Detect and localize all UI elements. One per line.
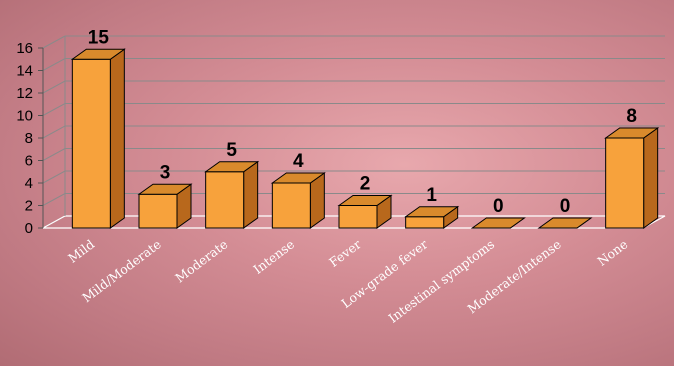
- bar: 8: [604, 106, 660, 229]
- category-label: Mild: [65, 236, 97, 265]
- bar-side: [643, 127, 659, 229]
- y-tick-label: 14: [16, 63, 33, 80]
- data-label: 2: [360, 174, 371, 195]
- y-axis: 0 2 4 6 8 10 12 14 16: [16, 40, 44, 237]
- data-label: 5: [226, 140, 237, 161]
- bar-top: [537, 217, 593, 229]
- bar-front: [338, 205, 378, 229]
- y-tick-label: 4: [25, 175, 33, 192]
- data-label: 4: [293, 151, 304, 172]
- bar-front: [138, 193, 178, 229]
- bar-top: [70, 48, 126, 60]
- bar-front: [205, 171, 245, 229]
- bar-top: [137, 183, 193, 195]
- y-tick-label: 8: [25, 130, 33, 147]
- bar-top: [270, 172, 326, 184]
- data-label: 1: [426, 185, 437, 206]
- bar: 0: [537, 196, 593, 229]
- data-label: 15: [88, 27, 110, 48]
- y-tick-label: 2: [25, 198, 33, 215]
- bar: 4: [270, 151, 326, 229]
- bar-top: [204, 161, 260, 173]
- grid-line: [42, 148, 665, 161]
- bar-side: [109, 48, 125, 229]
- y-tick-label: 12: [16, 85, 33, 102]
- bar: 5: [204, 140, 260, 229]
- grid-line: [42, 125, 665, 139]
- bar: 2: [337, 174, 393, 229]
- bar-top: [470, 217, 526, 229]
- category-label: None: [594, 236, 630, 268]
- data-label: 3: [160, 162, 171, 183]
- grid-line: [42, 80, 665, 94]
- bar-side: [243, 160, 259, 229]
- grid-line: [42, 58, 665, 71]
- data-label: 8: [626, 106, 637, 127]
- bar: 3: [137, 162, 193, 229]
- y-tick-label: 10: [16, 108, 33, 125]
- y-tick-label: 16: [16, 40, 33, 57]
- bar-top: [337, 195, 393, 206]
- data-label: 0: [560, 196, 571, 217]
- category-label: Fever: [326, 236, 364, 270]
- category-label: Intense: [250, 236, 297, 276]
- category-label: Moderate: [172, 236, 230, 285]
- bar-front: [271, 182, 311, 229]
- y-tick-label: 6: [25, 153, 33, 170]
- data-label: 0: [493, 196, 504, 217]
- bar-front: [71, 58, 111, 229]
- bar-front: [605, 137, 645, 229]
- bar-top: [404, 206, 460, 218]
- bar-front: [405, 216, 445, 229]
- grid-line: [42, 103, 665, 116]
- grid-line: [42, 170, 665, 184]
- bar: 0: [470, 196, 526, 229]
- y-tick-label: 0: [25, 220, 33, 237]
- bar: 15: [70, 27, 126, 229]
- bar-top: [604, 127, 660, 139]
- bars: 15 3 5 4 2 1 0 0 8: [70, 27, 660, 229]
- bar: 1: [404, 185, 460, 229]
- grid-line: [42, 35, 665, 49]
